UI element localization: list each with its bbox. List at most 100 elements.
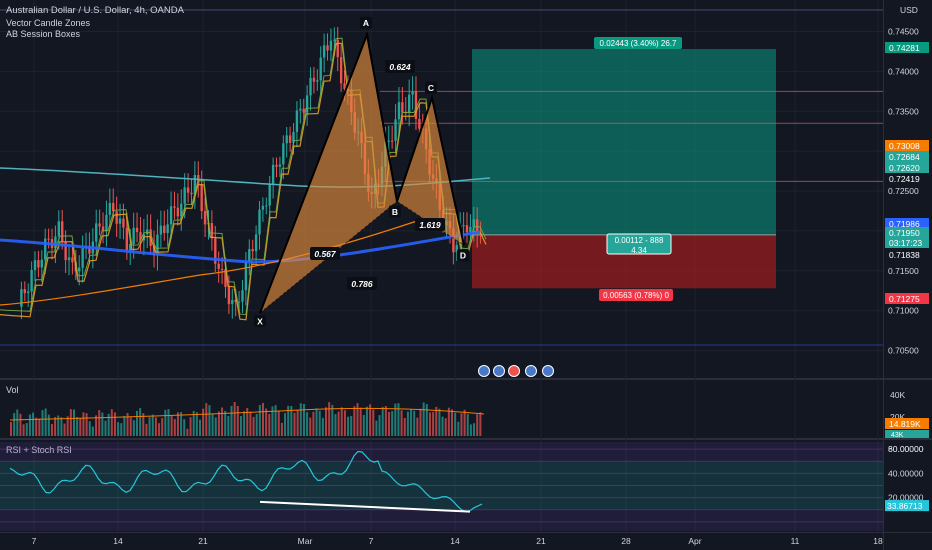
volume-bar	[101, 412, 104, 436]
volume-bar	[463, 409, 466, 436]
candle-body	[261, 205, 265, 210]
volume-bar	[57, 415, 60, 436]
candle-body	[23, 289, 26, 294]
price-badge: 0.71838	[885, 249, 929, 260]
volume-bar	[142, 413, 145, 436]
candle-body	[227, 286, 231, 305]
volume-bar	[208, 405, 211, 436]
rsi-axis-tick: 20.00000	[888, 493, 924, 503]
event-flag-icon	[542, 365, 554, 377]
candle-body	[312, 77, 316, 82]
volume-bar	[139, 408, 142, 436]
price-axis-tick: 0.71000	[888, 306, 919, 316]
volume-bar	[287, 405, 290, 436]
volume-bar	[224, 410, 227, 436]
volume-bar	[435, 406, 438, 436]
volume-bar	[186, 428, 189, 436]
candle-body	[322, 45, 326, 58]
candle-body	[81, 248, 84, 268]
volume-bar	[205, 403, 208, 436]
volume-bar	[334, 414, 337, 436]
volume-bar	[183, 419, 186, 436]
volume-bars	[10, 402, 482, 436]
volume-bar	[195, 412, 198, 436]
candle-body	[292, 132, 295, 143]
stop-label: 0.00563 (0.78%) 0	[599, 289, 673, 301]
pattern-point-label: X	[257, 317, 263, 327]
volume-bar	[378, 415, 381, 436]
pattern-xb-line	[259, 200, 398, 314]
volume-bar	[217, 411, 220, 436]
time-axis-tick: 11	[791, 536, 800, 546]
volume-bar	[457, 421, 460, 436]
volume-bar	[192, 410, 195, 436]
candle-body	[44, 238, 47, 260]
volume-bar	[13, 413, 16, 436]
volume-bar	[164, 409, 167, 436]
candle-body	[265, 205, 268, 207]
candle-body	[54, 236, 57, 249]
volume-bar	[328, 402, 331, 436]
volume-bar	[167, 409, 170, 436]
position-label-text: 0.00112 - 888	[615, 236, 664, 245]
candle-body	[166, 224, 169, 234]
pattern-bcd-fill	[397, 97, 464, 246]
candle-body	[67, 257, 71, 261]
volume-bar	[73, 409, 75, 436]
volume-bar	[325, 407, 327, 436]
candle-body	[387, 140, 390, 142]
candle-body	[108, 202, 112, 215]
volume-bar	[16, 409, 19, 436]
time-axis-tick: 7	[369, 536, 374, 546]
candle-body	[37, 260, 40, 268]
candle-body	[217, 263, 220, 269]
candle-body	[193, 175, 197, 195]
volume-bar	[202, 408, 205, 436]
candle-body	[186, 187, 190, 193]
volume-bar	[365, 406, 368, 436]
position-label-text: 4.34	[631, 246, 647, 255]
pattern-point-label: B	[392, 207, 398, 217]
indicator-ab-session-boxes[interactable]: AB Session Boxes	[6, 29, 81, 39]
candle-body	[288, 135, 292, 143]
volume-bar	[331, 404, 334, 436]
candle-body	[88, 245, 91, 254]
volume-bar	[32, 412, 35, 436]
candle-body	[329, 40, 333, 51]
volume-bar	[22, 424, 25, 436]
candle-body	[339, 57, 343, 84]
volume-bar	[479, 412, 482, 436]
candle-body	[401, 102, 404, 113]
pattern-ratio-label: 0.786	[347, 277, 377, 290]
candle-body	[407, 94, 411, 113]
candle-body	[275, 164, 278, 167]
candle-body	[472, 219, 475, 227]
volume-bar	[416, 417, 419, 436]
price-badge-label: 0.72620	[889, 163, 920, 173]
rsi-badge	[885, 500, 929, 512]
volume-bar	[38, 418, 41, 436]
volume-bar	[350, 416, 353, 436]
price-badge-label: 0.74281	[889, 43, 920, 53]
volume-bar	[268, 413, 271, 436]
volume-bar	[447, 407, 450, 436]
volume-bar	[79, 418, 82, 436]
volume-bar	[145, 423, 148, 436]
rsi-band	[0, 461, 883, 510]
volume-bar	[265, 408, 268, 436]
volume-bar	[388, 411, 390, 436]
volume-bar	[151, 414, 154, 436]
time-axis-tick: 21	[198, 536, 208, 546]
price-badge-label: 0.72419	[889, 174, 920, 184]
pattern-point-b: B	[389, 205, 401, 218]
indicator-vector-candle-zones[interactable]: Vector Candle Zones	[6, 18, 91, 28]
volume-bar	[19, 413, 22, 436]
volume-bar	[356, 403, 359, 436]
pattern-ratio-label: 1.619	[415, 218, 445, 231]
volume-bar	[372, 409, 375, 436]
candle-body	[98, 223, 101, 227]
volume-bar	[129, 417, 132, 436]
volume-bar	[340, 407, 343, 436]
pattern-ratio-label: 0.567	[310, 247, 340, 260]
